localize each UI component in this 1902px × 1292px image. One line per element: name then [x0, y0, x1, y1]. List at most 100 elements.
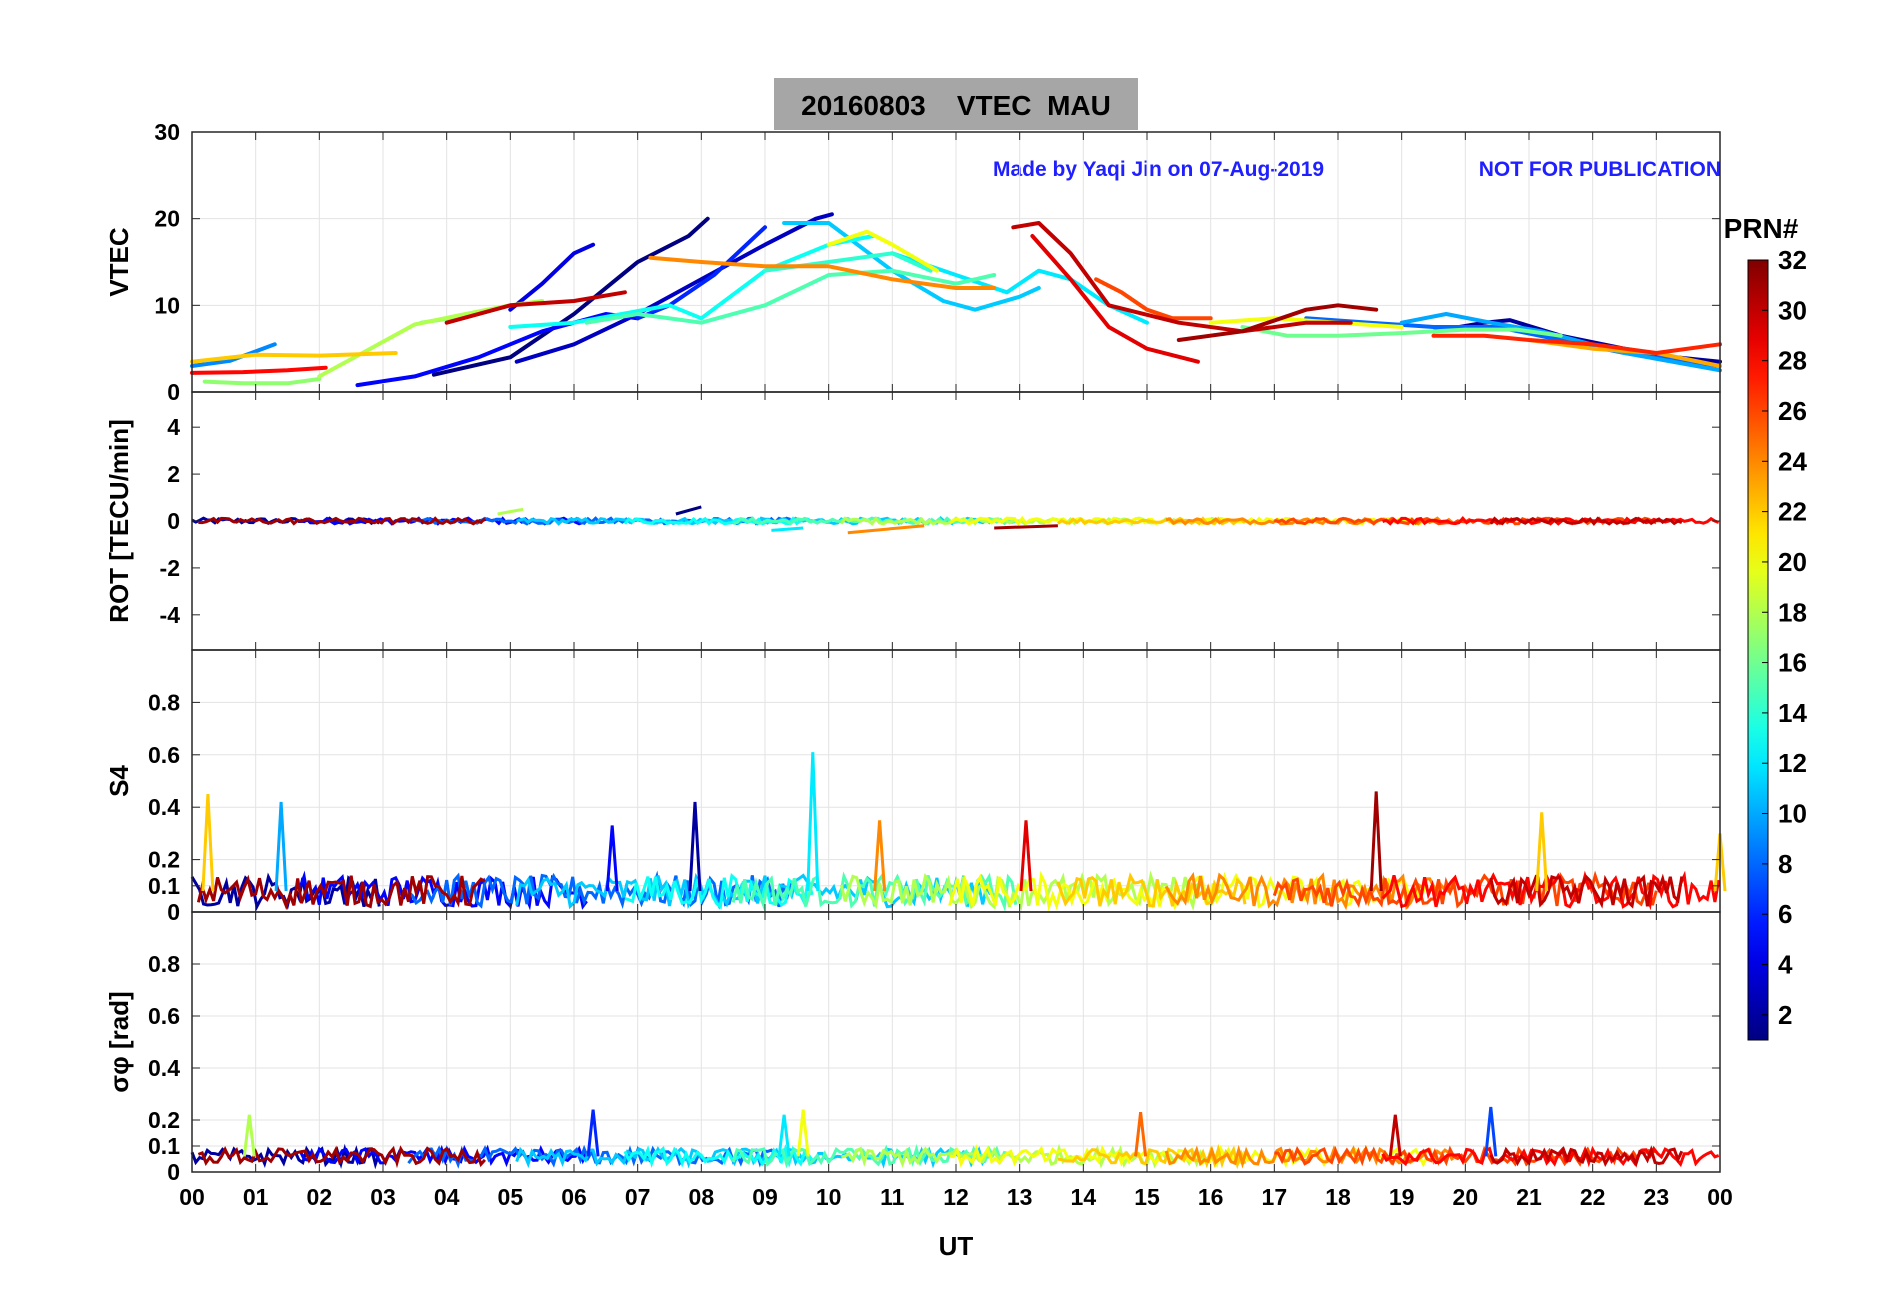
series-prn-10 — [1399, 312, 1722, 373]
y-axis-label: σφ [rad] — [104, 991, 134, 1092]
y-tick-label: 20 — [154, 206, 180, 232]
x-tick-label: 00 — [179, 1184, 205, 1210]
colorbar-tick-label: 4 — [1778, 950, 1793, 980]
series-prn-28 — [190, 365, 328, 375]
y-axis-label: VTEC — [104, 227, 134, 297]
y-tick-label: 4 — [167, 414, 180, 440]
x-axis: 00 01 02 03 04 05 06 07 08 09 10 11 12 13 14 15 16 17 18 19… — [179, 1184, 1733, 1210]
y-tick-label: 0.2 — [148, 1107, 180, 1133]
y-tick-label: 0 — [167, 508, 180, 534]
series-prn-1 — [431, 216, 710, 377]
x-tick-label: 08 — [689, 1184, 715, 1210]
x-tick-label: 01 — [243, 1184, 269, 1210]
spike-prn-29 — [1019, 820, 1033, 892]
spike-prn-5 — [605, 825, 619, 892]
y-tick-label: 2 — [167, 461, 180, 487]
rot-feature-prn-31 — [994, 524, 1058, 530]
y-tick-label: 0.8 — [148, 689, 180, 715]
x-tick-label: 10 — [816, 1184, 842, 1210]
x-axis-label: UT — [939, 1231, 974, 1261]
trace-prn-30 — [1489, 1145, 1684, 1168]
series-prn-27 — [1431, 333, 1722, 355]
series-prn-15 — [584, 268, 997, 325]
x-tick-label: 06 — [561, 1184, 587, 1210]
trace-prn-30 — [1489, 873, 1684, 909]
series-prn-16 — [1240, 325, 1563, 338]
spike-prn-20 — [796, 1109, 810, 1157]
x-tick-label: 15 — [1134, 1184, 1160, 1210]
x-tick-label: 19 — [1389, 1184, 1415, 1210]
y-tick-label: 10 — [154, 292, 180, 318]
series-prn-4 — [508, 242, 596, 312]
colorbar-tick-label: 28 — [1778, 346, 1807, 376]
colorbar-tick-label: 30 — [1778, 295, 1807, 325]
colorbar-tick-label: 32 — [1778, 245, 1807, 275]
x-tick-label: 17 — [1262, 1184, 1288, 1210]
series-prn-11 — [782, 221, 1041, 312]
spike-prn-22 — [201, 794, 215, 892]
x-tick-label: 02 — [307, 1184, 333, 1210]
trace-prn-18 — [841, 1143, 1221, 1169]
series-prn-23 — [1527, 338, 1722, 368]
y-tick-label: 0 — [167, 379, 180, 405]
x-tick-label: 09 — [752, 1184, 778, 1210]
trace-prn-24 — [1164, 1144, 1454, 1169]
x-tick-label: 14 — [1071, 1184, 1097, 1210]
y-tick-label: 0 — [167, 1159, 180, 1185]
series-prn-30 — [444, 290, 627, 325]
spike-prn-31 — [1369, 791, 1383, 892]
series-prn-18 — [317, 299, 545, 379]
rot-feature-prn-1 — [675, 505, 702, 516]
colorbar-tick-label: 10 — [1778, 799, 1807, 829]
colorbar-tick-label: 2 — [1778, 1000, 1792, 1030]
colorbar-tick-label: 26 — [1778, 396, 1807, 426]
x-tick-label: 07 — [625, 1184, 651, 1210]
series-prn-6 — [635, 225, 767, 321]
series-prn-22 — [190, 351, 398, 364]
series-prn-24 — [648, 255, 997, 290]
y-tick-label: 0.1 — [148, 1133, 180, 1159]
y-tick-label: 0.4 — [148, 794, 180, 820]
trace-prn-31 — [198, 516, 486, 526]
panel-3: 00.10.2 0.4 0.6 0.8 S4 — [104, 649, 1727, 925]
colorbar-tick-label: 20 — [1778, 547, 1807, 577]
panel-data — [190, 1106, 1720, 1170]
trace-prn-13 — [624, 872, 814, 910]
trace-prn-26 — [1274, 1144, 1657, 1167]
rot-feature-prn-18 — [497, 507, 524, 516]
y-tick-label: 0.8 — [148, 951, 180, 977]
spike-prn-18 — [242, 1114, 256, 1157]
spike-prn-22 — [1535, 812, 1549, 892]
spike-prn-12 — [806, 752, 820, 892]
x-tick-label: 00 — [1707, 1184, 1733, 1210]
colorbar-tick-label: 22 — [1778, 497, 1807, 527]
trace-prn-31 — [197, 1145, 487, 1169]
spike-prn-24 — [873, 820, 887, 892]
panel-data — [190, 752, 1727, 913]
spike-prn-12 — [777, 1114, 791, 1157]
y-tick-label: -2 — [160, 555, 180, 581]
series-prn-5 — [355, 312, 640, 388]
panel-data — [190, 212, 1722, 388]
colorbar-tick-label: 24 — [1778, 446, 1807, 476]
x-tick-label: 05 — [498, 1184, 524, 1210]
spike-prn-30 — [1388, 1114, 1402, 1157]
panel-2: -4 -2 0 2 4 ROT [TECU/min] — [104, 391, 1721, 651]
y-tick-label: 0.1 — [148, 873, 180, 899]
x-tick-label: 18 — [1325, 1184, 1351, 1210]
trace-prn-13 — [623, 1143, 814, 1168]
y-tick-label: 0.6 — [148, 1003, 180, 1029]
series-prn-26 — [1094, 277, 1213, 321]
panel-data — [191, 505, 1720, 535]
colorbar-tick-label: 16 — [1778, 648, 1807, 678]
colorbar-tick-label: 12 — [1778, 748, 1807, 778]
x-tick-label: 03 — [370, 1184, 396, 1210]
spike-prn-6 — [586, 1109, 600, 1157]
y-tick-label: 0 — [167, 899, 180, 925]
series-prn-20 — [826, 229, 939, 273]
series-prn-9 — [190, 342, 277, 368]
trace-prn-31 — [196, 874, 486, 911]
y-axis-label: S4 — [104, 765, 134, 797]
